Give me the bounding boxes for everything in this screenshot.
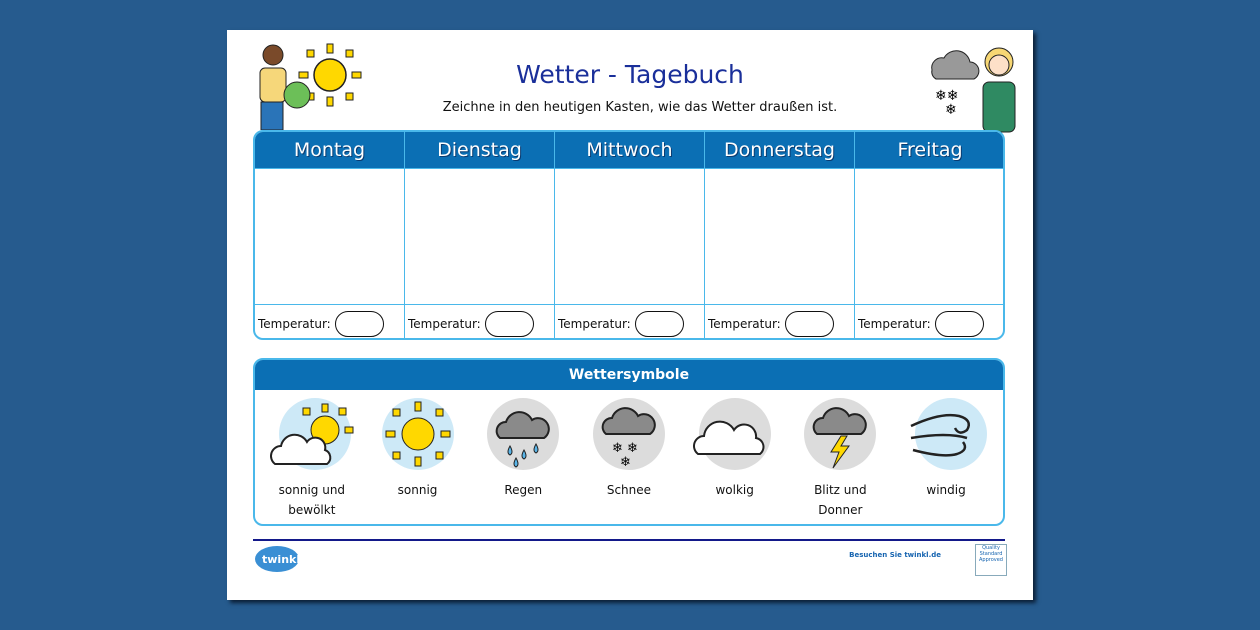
day-column-donnerstag: Donnerstag Temperatur: [705, 132, 855, 338]
quality-badge: Quality Standard Approved [975, 544, 1007, 576]
drawing-box[interactable] [255, 169, 404, 305]
day-header: Montag [255, 132, 404, 169]
drawing-box[interactable] [555, 169, 704, 305]
weather-diary-table: Montag Temperatur: Dienstag Temperatur: … [253, 130, 1005, 340]
symbol-lightning: Blitz und Donner [790, 396, 890, 520]
temperature-row: Temperatur: [555, 305, 704, 338]
day-header: Dienstag [405, 132, 554, 169]
temperature-field[interactable] [484, 310, 534, 337]
wind-icon [910, 398, 988, 470]
symbol-label: windig [926, 483, 966, 497]
worksheet-page: ❄❄ ❄ Wetter - Tagebuch Zeichne in den heu… [227, 30, 1033, 600]
svg-text:❄ ❄: ❄ ❄ [612, 441, 638, 456]
symbol-sun: sonnig [368, 396, 468, 520]
temperature-label: Temperatur: [558, 316, 631, 331]
temperature-label: Temperatur: [708, 316, 781, 331]
symbols-title: Wettersymbole [255, 360, 1003, 390]
symbol-label: Schnee [606, 483, 652, 497]
temperature-row: Temperatur: [405, 305, 554, 338]
symbol-sun-cloud: sonnig und bewölkt [262, 396, 362, 520]
temperature-row: Temperatur: [705, 305, 854, 338]
symbol-snow: ❄ ❄ ❄ Schnee [579, 396, 679, 520]
drawing-box[interactable] [855, 169, 1003, 305]
day-header: Donnerstag [705, 132, 854, 169]
sun-icon [381, 398, 454, 470]
footer-divider [253, 539, 1005, 541]
temperature-label: Temperatur: [858, 316, 931, 331]
symbol-label: wolkig [715, 483, 754, 497]
badge-text: Quality Standard Approved [979, 545, 1003, 563]
day-header: Freitag [855, 132, 1003, 169]
drawing-box[interactable] [405, 169, 554, 305]
day-column-freitag: Freitag Temperatur: [855, 132, 1003, 338]
visit-link[interactable]: Besuchen Sie twinkl.de [849, 551, 941, 559]
day-column-mittwoch: Mittwoch Temperatur: [555, 132, 705, 338]
temperature-label: Temperatur: [408, 316, 481, 331]
temperature-row: Temperatur: [855, 305, 1003, 338]
page-title: Wetter - Tagebuch [516, 60, 744, 89]
girl-with-snow-cloud-illustration: ❄❄❄ [931, 47, 1016, 133]
weather-symbols-panel: Wettersymbole sonnig und bewölkt sonnig … [253, 358, 1005, 526]
temperature-field[interactable] [934, 310, 984, 337]
day-column-dienstag: Dienstag Temperatur: [405, 132, 555, 338]
symbol-cloud: wolkig [685, 396, 785, 520]
svg-text:❄: ❄ [945, 102, 957, 118]
sun-cloud-icon [269, 398, 354, 470]
cloud-icon [692, 398, 771, 470]
temperature-field[interactable] [334, 310, 384, 337]
symbol-label: Blitz und Donner [814, 483, 867, 517]
svg-text:❄: ❄ [620, 455, 631, 470]
instruction-text: Zeichne in den heutigen Kasten, wie das … [442, 100, 838, 115]
boy-with-sun-illustration [259, 43, 362, 130]
rain-icon [487, 398, 560, 470]
symbol-rain: Regen [473, 396, 573, 520]
svg-text:❄❄: ❄❄ [935, 88, 958, 104]
temperature-field[interactable] [634, 310, 684, 337]
temperature-field[interactable] [784, 310, 834, 337]
temperature-row: Temperatur: [255, 305, 404, 338]
symbol-wind: windig [896, 396, 996, 520]
svg-text:twinkl: twinkl [262, 553, 300, 566]
temperature-label: Temperatur: [258, 316, 331, 331]
day-column-montag: Montag Temperatur: [255, 132, 405, 338]
lightning-icon [804, 398, 877, 470]
twinkl-logo: twinkl [255, 546, 300, 572]
drawing-box[interactable] [705, 169, 854, 305]
day-header: Mittwoch [555, 132, 704, 169]
snow-icon: ❄ ❄❄ [592, 398, 665, 470]
symbol-label: sonnig und bewölkt [278, 483, 346, 517]
symbol-label: Regen [504, 483, 543, 497]
symbol-label: sonnig [397, 483, 438, 497]
